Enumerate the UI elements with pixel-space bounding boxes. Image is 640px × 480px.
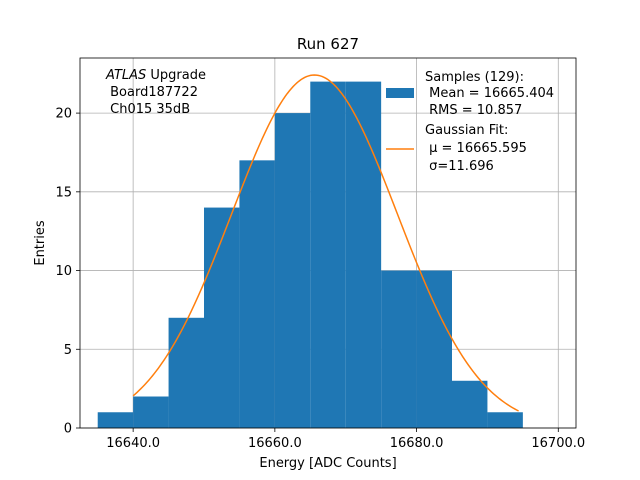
x-tick-label: 16680.0 — [390, 436, 444, 451]
histogram-bar — [274, 113, 311, 428]
histogram-bar — [345, 81, 382, 429]
histogram-bar — [97, 412, 134, 428]
x-axis-label: Energy [ADC Counts] — [259, 456, 396, 471]
x-tick-label: 16640.0 — [106, 436, 160, 451]
histogram-bars — [97, 81, 523, 429]
y-tick-label: 10 — [55, 264, 72, 279]
histogram-bar — [487, 412, 523, 428]
y-axis-ticks: 0 5 10 15 20 — [55, 107, 80, 437]
y-tick-label: 0 — [64, 422, 72, 437]
y-axis-label: Entries — [33, 220, 48, 266]
atlas-board-label: Board187722 — [106, 85, 198, 100]
y-tick-label: 5 — [64, 343, 72, 358]
atlas-upgrade-label: Upgrade — [146, 68, 206, 83]
x-tick-label: 16700.0 — [531, 436, 585, 451]
histogram-bar — [381, 270, 417, 428]
histogram-bar — [310, 81, 346, 429]
legend-samples-rms: RMS = 10.857 — [425, 103, 522, 118]
atlas-label: ATLAS — [105, 68, 146, 83]
plot-frame — [79, 57, 577, 429]
legend-samples-mean: Mean = 16665.404 — [425, 86, 554, 101]
histogram-bar — [133, 396, 169, 428]
histogram-bar — [416, 270, 452, 428]
legend: Samples (129): Mean = 16665.404 RMS = 10… — [386, 70, 554, 174]
x-axis-ticks: 16640.0 16660.0 16680.0 16700.0 — [106, 428, 585, 451]
histogram-bar — [204, 207, 240, 428]
legend-samples-title: Samples (129): — [425, 70, 524, 85]
histogram-bar — [239, 160, 275, 428]
legend-swatch-samples — [386, 88, 414, 98]
chart-title: Run 627 — [297, 35, 359, 53]
atlas-annotation: ATLAS Upgrade Board187722 Ch015 35dB — [105, 68, 206, 117]
histogram-bar — [452, 380, 488, 428]
legend-fit-title: Gaussian Fit: — [425, 123, 508, 138]
y-tick-label: 15 — [55, 185, 72, 200]
gaussian-fit-curve — [132, 74, 519, 412]
svg-text:ATLAS Upgrade: ATLAS Upgrade — [105, 68, 206, 83]
legend-fit-sigma: σ=11.696 — [425, 159, 494, 174]
atlas-channel-label: Ch015 35dB — [106, 102, 190, 117]
x-tick-label: 16660.0 — [248, 436, 302, 451]
legend-fit-mu: μ = 16665.595 — [425, 141, 527, 156]
y-tick-label: 20 — [55, 107, 72, 122]
histogram-bar — [168, 317, 204, 428]
